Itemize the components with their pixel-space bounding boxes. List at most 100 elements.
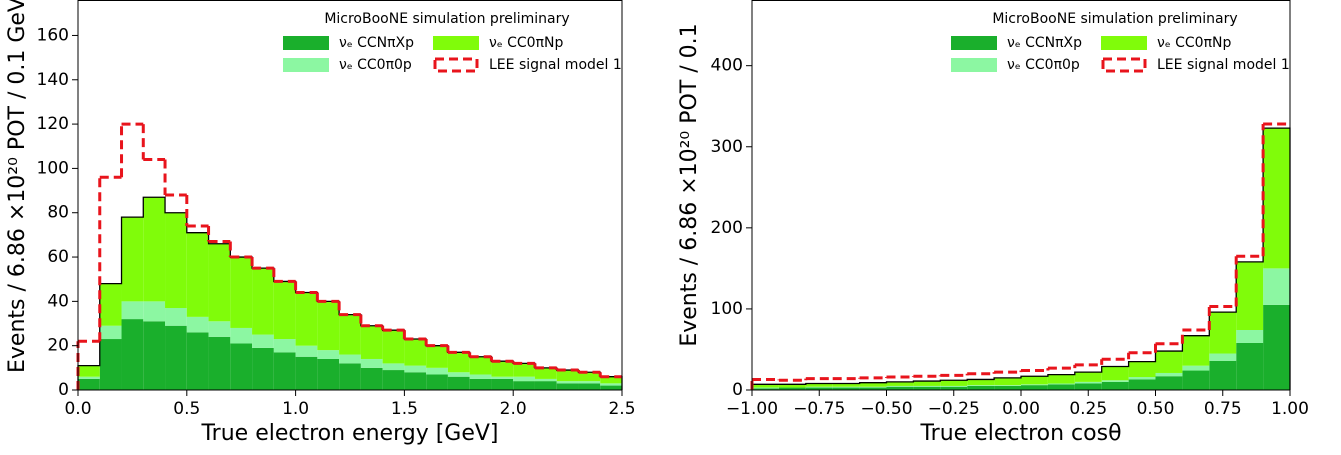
bar-segment bbox=[339, 363, 361, 390]
bar-segment bbox=[994, 385, 1021, 390]
bar-segment bbox=[1047, 384, 1075, 390]
bar-segment bbox=[805, 386, 833, 388]
bar-segment bbox=[1263, 128, 1290, 269]
bar-segment bbox=[208, 243, 231, 322]
x-tick-label: 0.00 bbox=[1002, 399, 1040, 419]
bar-segment bbox=[1263, 304, 1290, 390]
bar-segment bbox=[491, 361, 514, 377]
bar-segment bbox=[1128, 361, 1156, 378]
x-tick-label: 0.50 bbox=[1137, 399, 1175, 419]
bar-segment bbox=[273, 352, 296, 390]
panel: 0.0 0.5 1.0 1.5 2.0 2.5 0 20 40 60 80 100 120 140 160 T… bbox=[5, 0, 636, 446]
bar-segment bbox=[940, 385, 968, 387]
x-tick-label: 1.00 bbox=[1271, 399, 1309, 419]
bar-segment bbox=[469, 356, 492, 375]
bar-segment bbox=[534, 367, 557, 379]
bar-segment bbox=[752, 387, 779, 389]
bar-segment bbox=[447, 376, 470, 390]
bar-segment bbox=[1074, 383, 1102, 390]
bar-segment bbox=[1101, 380, 1129, 382]
bar-segment bbox=[1074, 381, 1102, 384]
y-tick-label: 80 bbox=[47, 203, 69, 223]
bar-segment bbox=[447, 372, 470, 377]
bar-segment bbox=[1182, 335, 1210, 366]
bar-segment bbox=[913, 381, 941, 386]
x-tick-label: 0.5 bbox=[173, 399, 200, 419]
bar-segment bbox=[186, 332, 209, 390]
legend-title: MicroBooNE simulation preliminary bbox=[324, 11, 569, 27]
bar-segment bbox=[859, 386, 887, 388]
y-tick-label: 40 bbox=[47, 291, 69, 311]
y-tick-label: 60 bbox=[47, 247, 69, 267]
bar-segment bbox=[1021, 384, 1048, 386]
legend-title: MicroBooNE simulation preliminary bbox=[992, 11, 1237, 27]
legend-swatch bbox=[283, 36, 329, 50]
bar-segment bbox=[447, 352, 470, 373]
bar-segment bbox=[832, 386, 860, 388]
bar-segment bbox=[1236, 261, 1264, 330]
bar-segment bbox=[1047, 374, 1075, 384]
bar-segment bbox=[1155, 376, 1183, 390]
bar-segment bbox=[230, 343, 253, 390]
x-tick-label: 2.5 bbox=[608, 399, 635, 419]
bar-segment bbox=[121, 319, 144, 390]
bar-segment bbox=[1209, 312, 1237, 354]
bar-segment bbox=[273, 339, 296, 353]
bar-segment bbox=[382, 370, 405, 390]
x-tick-label: 1.0 bbox=[282, 399, 309, 419]
bar-segment bbox=[78, 378, 100, 390]
bar-segment bbox=[404, 365, 427, 373]
legend-label: νₑ CCNπXp bbox=[1007, 35, 1082, 51]
bar-segment bbox=[99, 339, 122, 390]
bar-segment bbox=[143, 301, 166, 322]
bar-segment bbox=[578, 381, 601, 384]
bar-segment bbox=[1021, 385, 1048, 390]
y-tick-label: 20 bbox=[47, 336, 69, 356]
legend-label: LEE signal model 1 bbox=[1157, 57, 1290, 73]
bar-segment bbox=[600, 383, 622, 386]
bar-segment bbox=[1236, 342, 1264, 390]
legend-label: νₑ CC0πNp bbox=[1157, 35, 1231, 51]
bar-segment bbox=[1101, 366, 1129, 381]
y-tick-label: 200 bbox=[711, 218, 743, 238]
plot-frame bbox=[77, 0, 623, 391]
bar-segment bbox=[78, 376, 100, 379]
bar-segment bbox=[778, 384, 806, 388]
bar-segment bbox=[186, 316, 209, 333]
y-tick-label: 120 bbox=[37, 114, 69, 134]
bar-segment bbox=[186, 232, 209, 317]
legend-swatch bbox=[1101, 36, 1147, 50]
bar-segment bbox=[1209, 353, 1237, 361]
bar-segment bbox=[339, 354, 361, 364]
legend-label: νₑ CC0πNp bbox=[489, 35, 563, 51]
legend-swatch bbox=[433, 57, 479, 73]
bar-segment bbox=[513, 363, 535, 377]
x-tick-label: 0.25 bbox=[1069, 399, 1107, 419]
bar-segment bbox=[121, 217, 144, 302]
bar-segment bbox=[360, 325, 383, 359]
bar-segment bbox=[1209, 360, 1237, 390]
bar-segment bbox=[578, 383, 601, 390]
bar-segment bbox=[859, 382, 887, 387]
bar-segment bbox=[1155, 372, 1183, 377]
bar-segment bbox=[1236, 330, 1264, 343]
bar-segment bbox=[404, 372, 427, 390]
bar-segment bbox=[1128, 379, 1156, 390]
bar-segment bbox=[99, 283, 122, 326]
panel: −1.00 −0.75 −0.50 −0.25 0.00 0.25 0.50 0.75 1.00… bbox=[677, 0, 1309, 446]
x-tick-label: 1.5 bbox=[391, 399, 418, 419]
bar-segment bbox=[165, 325, 187, 390]
bar-segment bbox=[994, 385, 1021, 386]
bar-segment bbox=[143, 321, 166, 390]
bar-segment bbox=[913, 386, 941, 390]
bar-segment bbox=[78, 365, 100, 377]
bar-segment bbox=[600, 376, 622, 384]
bar-segment bbox=[1128, 377, 1156, 380]
bar-segment bbox=[886, 386, 914, 390]
bar-segment bbox=[360, 367, 383, 390]
bar-segment bbox=[121, 301, 144, 320]
bar-segment bbox=[317, 350, 340, 359]
x-tick-label: −0.75 bbox=[793, 399, 845, 419]
legend-swatch bbox=[433, 36, 479, 50]
bar-segment bbox=[534, 378, 557, 382]
